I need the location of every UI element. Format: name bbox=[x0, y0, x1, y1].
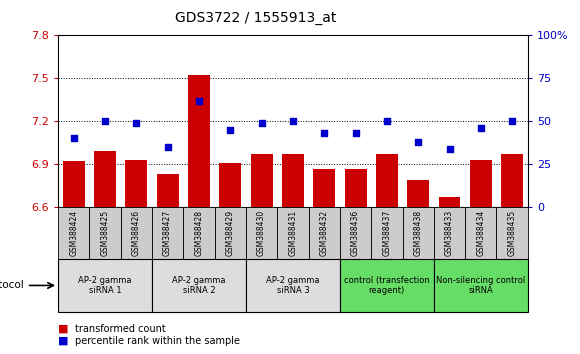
Text: GSM388425: GSM388425 bbox=[100, 210, 110, 256]
Point bbox=[476, 125, 485, 131]
Bar bbox=[496, 207, 528, 259]
Bar bbox=[313, 169, 335, 207]
Text: protocol: protocol bbox=[0, 280, 24, 290]
Text: GSM388438: GSM388438 bbox=[414, 210, 423, 256]
Bar bbox=[63, 161, 85, 207]
Bar bbox=[183, 207, 215, 259]
Bar bbox=[438, 197, 461, 207]
Bar bbox=[58, 207, 89, 259]
Text: AP-2 gamma
siRNA 2: AP-2 gamma siRNA 2 bbox=[172, 276, 226, 295]
Text: GSM388435: GSM388435 bbox=[508, 210, 517, 256]
Point bbox=[508, 119, 517, 124]
Text: GSM388437: GSM388437 bbox=[382, 210, 392, 256]
Point bbox=[194, 98, 204, 103]
Bar bbox=[152, 207, 183, 259]
Bar bbox=[501, 154, 523, 207]
Bar bbox=[219, 163, 241, 207]
Text: GSM388427: GSM388427 bbox=[163, 210, 172, 256]
Bar bbox=[434, 259, 528, 312]
Bar bbox=[246, 259, 340, 312]
Bar bbox=[188, 75, 210, 207]
Bar bbox=[470, 160, 492, 207]
Point bbox=[288, 119, 298, 124]
Bar bbox=[282, 154, 304, 207]
Text: GSM388428: GSM388428 bbox=[194, 210, 204, 256]
Bar bbox=[340, 259, 434, 312]
Point bbox=[257, 120, 266, 126]
Text: GSM388426: GSM388426 bbox=[132, 210, 141, 256]
Text: GDS3722 / 1555913_at: GDS3722 / 1555913_at bbox=[175, 11, 336, 25]
Point bbox=[351, 131, 360, 136]
Point bbox=[414, 139, 423, 145]
Bar bbox=[152, 259, 246, 312]
Bar bbox=[251, 154, 273, 207]
Point bbox=[100, 119, 110, 124]
Bar bbox=[309, 207, 340, 259]
Bar bbox=[125, 160, 147, 207]
Bar bbox=[277, 207, 309, 259]
Bar bbox=[89, 207, 121, 259]
Text: GSM388431: GSM388431 bbox=[288, 210, 298, 256]
Point bbox=[445, 146, 454, 152]
Bar bbox=[121, 207, 152, 259]
Text: AP-2 gamma
siRNA 1: AP-2 gamma siRNA 1 bbox=[78, 276, 132, 295]
Text: AP-2 gamma
siRNA 3: AP-2 gamma siRNA 3 bbox=[266, 276, 320, 295]
Bar bbox=[371, 207, 403, 259]
Bar bbox=[376, 154, 398, 207]
Text: transformed count: transformed count bbox=[75, 324, 166, 333]
Text: GSM388432: GSM388432 bbox=[320, 210, 329, 256]
Text: Non-silencing control
siRNA: Non-silencing control siRNA bbox=[436, 276, 525, 295]
Text: GSM388434: GSM388434 bbox=[476, 210, 485, 256]
Text: GSM388433: GSM388433 bbox=[445, 210, 454, 256]
Point bbox=[163, 144, 172, 150]
Point bbox=[320, 131, 329, 136]
Point bbox=[132, 120, 141, 126]
Text: percentile rank within the sample: percentile rank within the sample bbox=[75, 336, 240, 346]
Bar bbox=[58, 259, 152, 312]
Point bbox=[226, 127, 235, 133]
Text: ■: ■ bbox=[58, 324, 68, 333]
Bar bbox=[434, 207, 465, 259]
Bar bbox=[215, 207, 246, 259]
Bar bbox=[157, 174, 179, 207]
Bar bbox=[340, 207, 371, 259]
Point bbox=[69, 136, 78, 141]
Text: GSM388436: GSM388436 bbox=[351, 210, 360, 256]
Text: GSM388424: GSM388424 bbox=[69, 210, 78, 256]
Text: GSM388430: GSM388430 bbox=[257, 210, 266, 256]
Bar bbox=[465, 207, 496, 259]
Bar bbox=[94, 152, 116, 207]
Bar bbox=[407, 180, 429, 207]
Bar bbox=[403, 207, 434, 259]
Bar bbox=[246, 207, 277, 259]
Bar bbox=[345, 169, 367, 207]
Text: GSM388429: GSM388429 bbox=[226, 210, 235, 256]
Point bbox=[382, 119, 392, 124]
Text: ■: ■ bbox=[58, 336, 68, 346]
Text: control (transfection
reagent): control (transfection reagent) bbox=[344, 276, 430, 295]
